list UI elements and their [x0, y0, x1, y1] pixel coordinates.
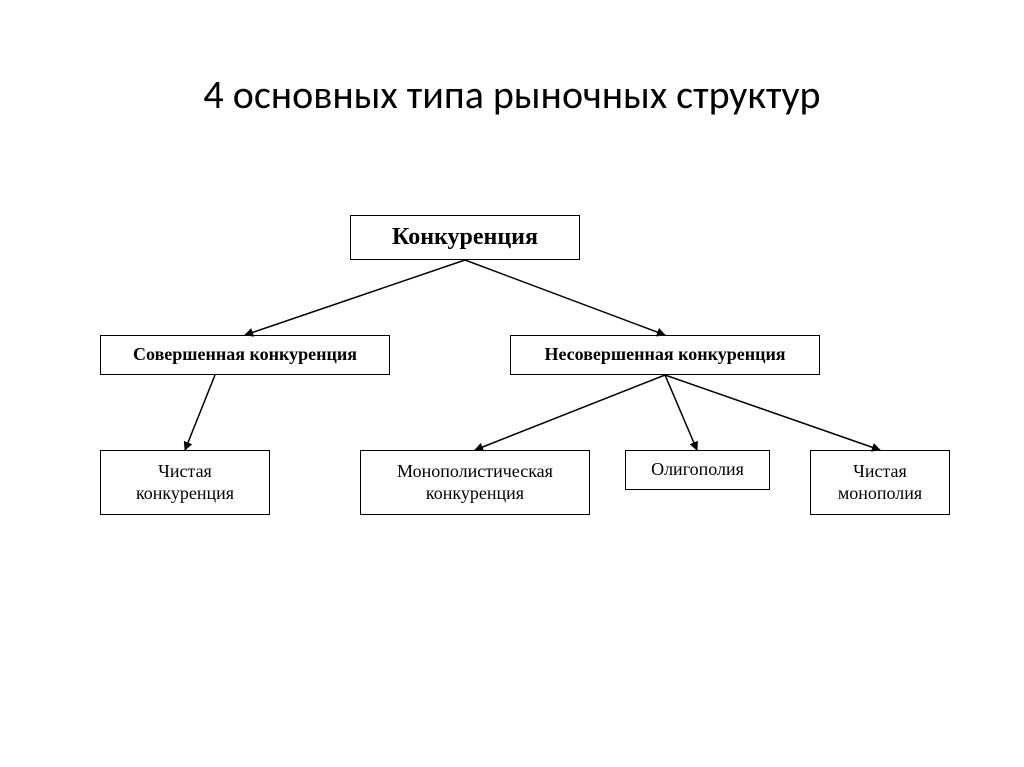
node-perfect-label: Совершенная конкуренция: [133, 344, 357, 366]
node-perfect: Совершенная конкуренция: [100, 335, 390, 375]
node-monopolistic-competition-label: Монополистическаяконкуренция: [397, 461, 553, 504]
node-root: Конкуренция: [350, 215, 580, 260]
node-pure-competition: Чистаяконкуренция: [100, 450, 270, 515]
node-oligopoly: Олигополия: [625, 450, 770, 490]
node-pure-monopoly: Чистаямонополия: [810, 450, 950, 515]
node-pure-competition-label: Чистаяконкуренция: [136, 461, 234, 504]
node-root-label: Конкуренция: [392, 223, 538, 252]
page-title: 4 основных типа рыночных структур: [0, 70, 1024, 119]
node-imperfect-label: Несовершенная конкуренция: [544, 344, 785, 366]
node-oligopoly-label: Олигополия: [651, 459, 744, 481]
node-monopolistic-competition: Монополистическаяконкуренция: [360, 450, 590, 515]
node-pure-monopoly-label: Чистаямонополия: [838, 461, 922, 504]
node-imperfect: Несовершенная конкуренция: [510, 335, 820, 375]
